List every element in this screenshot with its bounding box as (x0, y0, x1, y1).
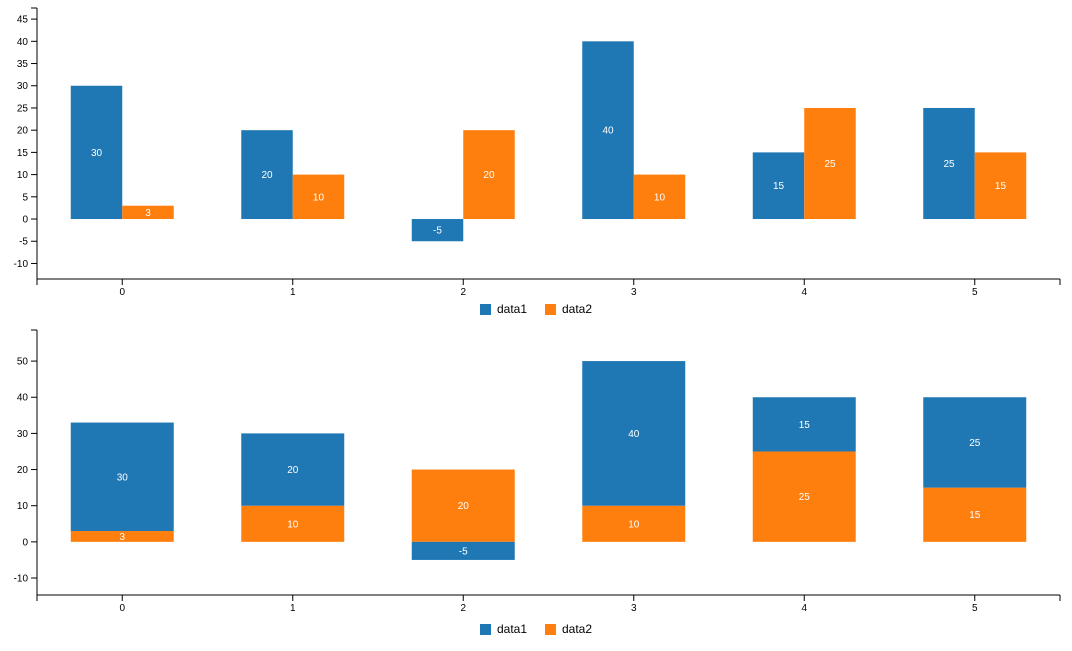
bar-label-data2-cat0: 3 (119, 532, 125, 543)
x-tick-label: 0 (119, 287, 125, 298)
x-tick-label: 3 (631, 287, 637, 298)
bar-data2-cat4[interactable] (752, 451, 856, 542)
bar-data2-cat0[interactable] (122, 205, 174, 220)
bar-label-data1-cat1: 20 (287, 465, 299, 476)
grouped-bar-chart: -10 -5 0 5 10 15 20 25 30 35 40 45 0 1 2 3 4 5 30 20 -5 40 15 2… (0, 0, 1072, 320)
bar-data1-cat4[interactable] (752, 152, 805, 220)
y-tick-label: 45 (17, 15, 29, 26)
bar-label-data2-cat2: 20 (483, 170, 495, 181)
stacked-bar-chart-canvas: -10 0 10 20 30 40 50 0 1 2 3 4 5 3 30 10 20 20 -5 10 40 25 15 1… (14, 329, 1061, 614)
y-tick-label: -10 (14, 574, 29, 585)
bar-label-data1-cat3: 40 (602, 126, 614, 137)
bar-data2-cat2[interactable] (463, 130, 515, 220)
bar-label-data1-cat2: -5 (459, 546, 468, 557)
bar-label-data2-cat3: 10 (654, 192, 666, 203)
bar-data2-cat2[interactable] (411, 469, 515, 542)
legend-swatch-data1-icon (479, 303, 491, 315)
legend-label-data1: data1 (496, 622, 527, 636)
x-tick-label: 0 (119, 603, 125, 614)
bar-label-data1-cat4: 15 (799, 420, 811, 431)
bar-label-data1-cat0: 30 (117, 472, 129, 483)
y-tick-label: 5 (22, 192, 28, 203)
legend-label-data2: data2 (562, 622, 593, 636)
bar-label-data2-cat3: 10 (628, 519, 640, 530)
bar-data1-cat5[interactable] (923, 397, 1027, 488)
bar-data1-cat4[interactable] (752, 397, 856, 452)
legend-item-data2[interactable]: data2 (545, 622, 592, 636)
y-tick-label: 25 (17, 103, 29, 114)
bar-data1-cat5[interactable] (923, 107, 975, 220)
bar-data1-cat2[interactable] (411, 541, 515, 560)
bar-data1-cat3[interactable] (582, 361, 686, 506)
bar-data1-cat1[interactable] (241, 433, 345, 506)
x-tick-label: 5 (972, 603, 978, 614)
bar-data1-cat1[interactable] (241, 130, 293, 220)
bar-label-data1-cat2: -5 (433, 226, 442, 237)
legend-item-data1[interactable]: data1 (479, 302, 527, 316)
x-tick-label: 5 (972, 287, 978, 298)
bar-label-data1-cat5: 25 (943, 159, 955, 170)
bar-data2-cat1[interactable] (292, 174, 345, 220)
legend-label-data2: data2 (562, 302, 593, 316)
y-tick-label: 40 (17, 37, 29, 48)
bar-label-data2-cat5: 15 (995, 181, 1007, 192)
bar-data2-cat1[interactable] (241, 505, 345, 542)
bar-label-data2-cat1: 10 (287, 519, 299, 530)
bar-label-data1-cat1: 20 (261, 170, 273, 181)
y-tick-label: -10 (14, 259, 29, 270)
bar-label-data2-cat4: 25 (799, 492, 811, 503)
bar-label-data1-cat3: 40 (628, 429, 640, 440)
y-tick-label: 10 (17, 170, 29, 181)
x-tick-label: 2 (460, 603, 466, 614)
x-tick-label: 4 (801, 603, 807, 614)
bar-data1-cat0[interactable] (70, 85, 123, 220)
y-tick-label: 0 (22, 215, 28, 226)
legend-item-data1[interactable]: data1 (479, 622, 527, 636)
bar-data2-cat4[interactable] (804, 107, 856, 220)
y-tick-label: 30 (17, 81, 29, 92)
legend-swatch-data1-icon (479, 623, 491, 635)
y-tick-label: 0 (22, 537, 28, 548)
bar-data2-cat3[interactable] (633, 174, 686, 220)
bar-data1-cat3[interactable] (582, 41, 634, 220)
y-tick-label: 20 (17, 465, 29, 476)
y-tick-label: -5 (19, 237, 28, 248)
bar-label-data2-cat0: 3 (145, 208, 151, 219)
bar-label-data1-cat5: 25 (969, 438, 981, 449)
bar-data2-cat0[interactable] (70, 531, 174, 542)
stacked-chart-legend: data1 data2 (0, 618, 1072, 640)
y-tick-label: 40 (17, 393, 29, 404)
x-tick-label: 2 (460, 287, 466, 298)
y-tick-label: 20 (17, 126, 29, 137)
bar-data2-cat5[interactable] (923, 487, 1027, 542)
x-tick-label: 1 (290, 287, 296, 298)
y-tick-label: 15 (17, 148, 29, 159)
bar-label-data1-cat0: 30 (91, 148, 103, 159)
legend-item-data2[interactable]: data2 (545, 302, 592, 316)
legend-swatch-data2-icon (545, 303, 556, 315)
y-tick-label: 30 (17, 429, 29, 440)
bar-data2-cat5[interactable] (974, 152, 1027, 220)
bar-label-data2-cat4: 25 (824, 159, 836, 170)
stacked-bar-chart: -10 0 10 20 30 40 50 0 1 2 3 4 5 3 30 10 20 20 -5 10 40 25 15 1… (0, 320, 1072, 640)
x-tick-label: 4 (801, 287, 807, 298)
x-tick-label: 3 (631, 603, 637, 614)
y-tick-label: 50 (17, 357, 29, 368)
y-tick-label: 35 (17, 59, 29, 70)
legend-label-data1: data1 (496, 302, 527, 316)
bar-label-data2-cat2: 20 (458, 501, 470, 512)
bar-data1-cat0[interactable] (70, 422, 174, 532)
bar-data1-cat2[interactable] (411, 219, 464, 242)
bar-label-data2-cat5: 15 (969, 510, 981, 521)
grouped-chart-legend: data1 data2 (0, 298, 1072, 320)
x-tick-label: 1 (290, 603, 296, 614)
bar-data2-cat3[interactable] (582, 505, 686, 542)
bar-label-data1-cat4: 15 (773, 181, 785, 192)
bar-label-data2-cat1: 10 (313, 192, 325, 203)
y-tick-label: 10 (17, 501, 29, 512)
legend-swatch-data2-icon (545, 623, 556, 635)
